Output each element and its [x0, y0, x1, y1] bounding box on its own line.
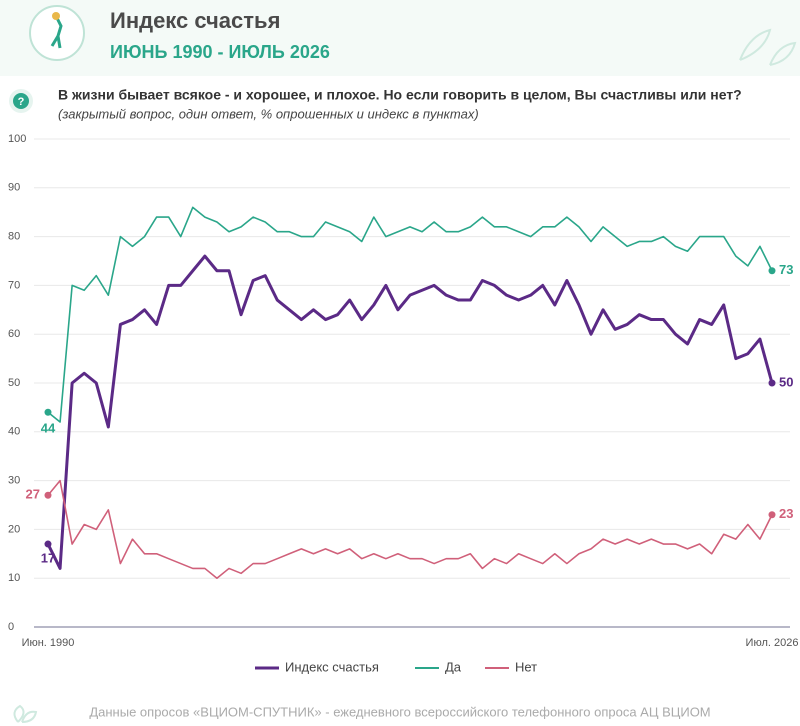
y-tick-label: 100	[8, 133, 26, 145]
y-tick-label: 80	[8, 231, 20, 243]
end-point	[768, 379, 776, 387]
question: В жизни бывает всякое - и хорошее, и пло…	[58, 87, 742, 103]
legend-label: Да	[445, 659, 462, 674]
y-tick-label: 20	[8, 523, 20, 535]
legend-label: Индекс счастья	[285, 659, 379, 674]
value-label: 27	[26, 487, 40, 502]
value-label: 50	[779, 374, 793, 389]
header-band	[0, 0, 800, 76]
y-tick-label: 70	[8, 279, 20, 291]
question-mark: ?	[18, 96, 25, 108]
x-tick-label: Июн. 1990	[22, 637, 75, 649]
subtitle: ИЮНЬ 1990 - ИЮЛЬ 2026	[110, 42, 330, 62]
series-line	[47, 479, 773, 579]
icon-figure	[50, 17, 63, 49]
value-label: 44	[41, 421, 56, 436]
legend-label: Нет	[515, 659, 537, 674]
source: Данные опросов «ВЦИОМ-СПУТНИК» - ежеднев…	[89, 704, 710, 719]
question-icon-inner	[13, 93, 29, 109]
y-tick-label: 10	[8, 572, 20, 584]
x-tick-label: Июл. 2026	[746, 637, 799, 649]
footer-decor	[13, 704, 38, 723]
y-tick-label: 90	[8, 182, 20, 194]
value-label: 73	[779, 262, 793, 277]
end-point	[44, 540, 52, 548]
series-line	[47, 206, 773, 423]
end-point	[44, 491, 52, 499]
y-tick-label: 50	[8, 377, 20, 389]
value-label: 23	[779, 506, 793, 521]
y-tick-label: 60	[8, 328, 20, 340]
y-tick-label: 40	[8, 426, 20, 438]
series-line	[46, 254, 774, 570]
end-point	[768, 267, 776, 275]
title: Индекс счастья	[110, 8, 280, 33]
header-icon	[29, 5, 85, 61]
y-tick-label: 30	[8, 475, 20, 487]
note: (закрытый вопрос, один ответ, % опрошенн…	[58, 106, 479, 121]
end-point	[44, 408, 52, 416]
header-decor	[739, 28, 797, 66]
icon-head	[52, 12, 60, 20]
value-label: 17	[41, 550, 55, 565]
end-point	[768, 511, 776, 519]
y-tick-label: 0	[8, 621, 14, 633]
